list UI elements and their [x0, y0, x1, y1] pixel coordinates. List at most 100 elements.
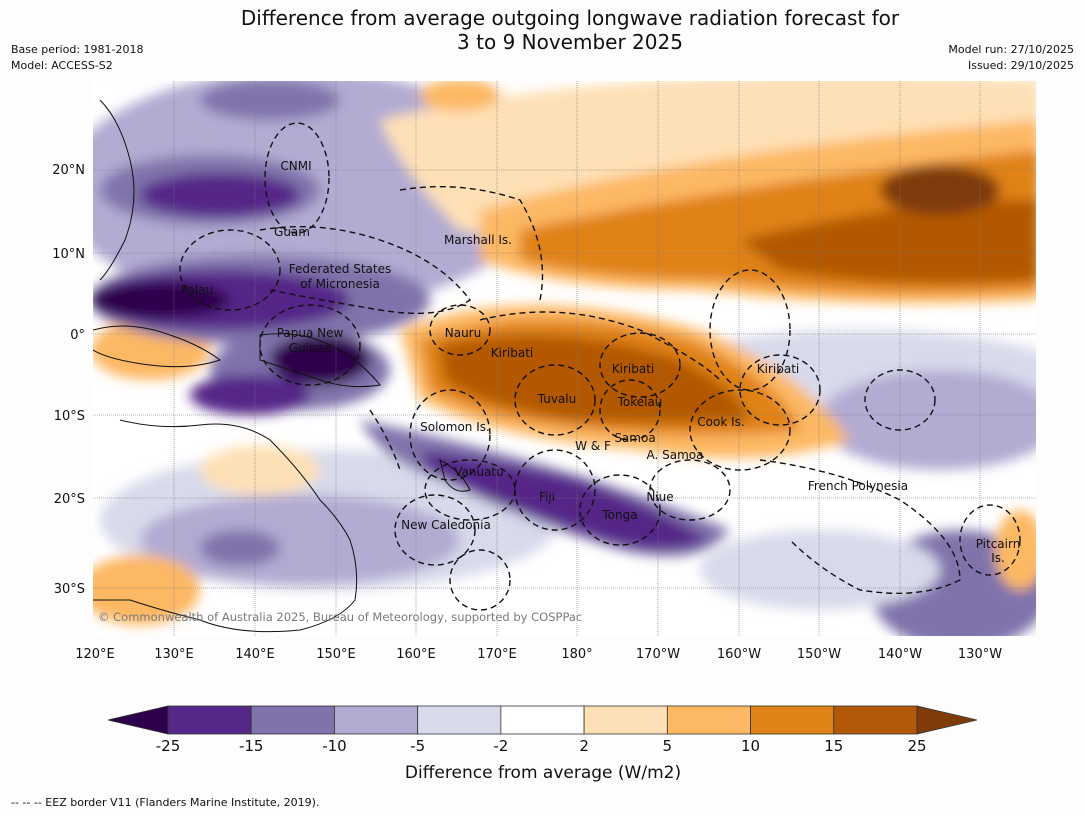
- colorbar-tick-label: 5: [663, 737, 673, 755]
- colorbar-low-extension: [107, 705, 169, 735]
- label-cnmi: CNMI: [280, 159, 311, 173]
- title-line-1: Difference from average outgoing longwav…: [240, 6, 900, 30]
- colorbar-high-extension: [916, 705, 978, 735]
- label-kiribati-east: Kiribati: [757, 362, 799, 376]
- label-fsm-2: of Micronesia: [300, 277, 380, 291]
- colorbar-bins: [167, 705, 918, 735]
- y-tick: 30°S: [54, 582, 85, 597]
- anomaly-patch: [93, 555, 200, 625]
- label-tonga: Tonga: [601, 508, 637, 522]
- label-kiribati-west: Kiribati: [491, 346, 533, 360]
- label-marshall: Marshall Is.: [444, 233, 512, 247]
- meta-left: Base period: 1981-2018 Model: ACCESS-S2: [11, 42, 143, 74]
- issued-date: Issued: 29/10/2025: [967, 59, 1074, 72]
- label-kiribati-central: Kiribati: [612, 362, 654, 376]
- colorbar-tick-label: -5: [410, 737, 425, 755]
- label-fiji: Fiji: [539, 490, 555, 504]
- label-new-caledonia: New Caledonia: [401, 518, 491, 532]
- place-labels: CNMI Guam Marshall Is. Federated States …: [181, 159, 1020, 565]
- x-tick: 140°W: [878, 647, 922, 662]
- label-tuvalu: Tuvalu: [537, 392, 577, 406]
- label-png-1: Papua New: [277, 326, 344, 340]
- x-tick: 150°W: [797, 647, 841, 662]
- colorbar-tick-label: -25: [156, 737, 181, 755]
- label-tokelau: Tokelau: [617, 395, 663, 409]
- colorbar-title: Difference from average (W/m2): [405, 763, 681, 783]
- x-tick: 130°E: [154, 647, 194, 662]
- label-palau: Palau: [181, 283, 213, 297]
- y-axis: 20°N 10°N 0° 10°S 20°S 30°S: [52, 163, 85, 597]
- model-run: Model run: 27/10/2025: [948, 43, 1074, 56]
- colorbar-tick-label: 10: [741, 737, 760, 755]
- label-solomon: Solomon Is.: [420, 420, 490, 434]
- x-tick: 160°W: [717, 647, 761, 662]
- anomaly-patch: [420, 81, 500, 111]
- colorbar-ticks: -25 -15 -10 -5 -2 2 5 10 15 25: [156, 737, 927, 755]
- y-tick: 10°N: [52, 247, 85, 262]
- label-french-polynesia: French Polynesia: [808, 479, 908, 493]
- anomaly-patch: [700, 530, 940, 610]
- x-tick: 140°E: [235, 647, 275, 662]
- colorbar-bin: [334, 705, 419, 735]
- colorbar-tick-label: 25: [907, 737, 926, 755]
- x-tick: 150°E: [316, 647, 356, 662]
- copyright-notice: © Commonwealth of Australia 2025, Bureau…: [98, 610, 582, 624]
- colorbar-tick-label: 15: [824, 737, 843, 755]
- colorbar-bin: [583, 705, 668, 735]
- colorbar-bin: [500, 705, 585, 735]
- label-guam: Guam: [274, 225, 310, 239]
- x-axis: 120°E 130°E 140°E 150°E 160°E 170°E 180°…: [75, 647, 1002, 662]
- x-tick: 170°E: [477, 647, 517, 662]
- colorbar-bin: [250, 705, 335, 735]
- anomaly-patch: [820, 370, 1036, 470]
- anomaly-patch: [140, 173, 300, 217]
- anomaly-patch: [200, 530, 280, 566]
- label-niue: Niue: [646, 490, 673, 504]
- eez-footnote: -- -- -- EEZ border V11 (Flanders Marine…: [11, 796, 320, 809]
- colorbar-bin: [833, 705, 918, 735]
- anomaly-patch: [440, 335, 750, 423]
- colorbar-tick-label: -15: [239, 737, 264, 755]
- x-tick: 170°W: [636, 647, 680, 662]
- base-period: Base period: 1981-2018: [11, 43, 144, 56]
- x-tick: 180°: [561, 647, 592, 662]
- graticule: [93, 81, 1036, 636]
- y-tick: 20°S: [54, 492, 85, 507]
- colorbar-bin: [417, 705, 502, 735]
- label-cook: Cook Is.: [697, 415, 744, 429]
- x-tick: 120°E: [75, 647, 115, 662]
- anomaly-patch: [270, 335, 370, 385]
- anomaly-patch: [190, 375, 310, 415]
- label-wallis-futuna: W & F: [575, 439, 611, 453]
- colorbar-bin: [167, 705, 252, 735]
- model-name: Model: ACCESS-S2: [11, 59, 113, 72]
- y-tick: 0°: [70, 328, 85, 343]
- colorbar-tick-label: -2: [493, 737, 508, 755]
- anomaly-patch: [200, 445, 320, 495]
- anomaly-patch: [740, 200, 1036, 284]
- colorbar-bin: [750, 705, 835, 735]
- title-line-2: 3 to 9 November 2025: [457, 30, 683, 54]
- label-samoa: Samoa: [614, 431, 655, 445]
- eez-borders: [179, 122, 1021, 611]
- colorbar: -25 -15 -10 -5 -2 2 5 10 15 25 Difference from av…: [107, 705, 978, 783]
- map-area: CNMI Guam Marshall Is. Federated States …: [93, 81, 1036, 636]
- label-nauru: Nauru: [445, 326, 481, 340]
- label-fsm-1: Federated States: [289, 262, 391, 276]
- anomaly-patch: [420, 450, 710, 549]
- label-vanuatu: Vanuatu: [454, 465, 504, 479]
- anomaly-patch: [200, 81, 340, 120]
- label-american-samoa: A. Samoa: [647, 448, 704, 462]
- x-tick: 160°E: [396, 647, 436, 662]
- coastlines: [93, 99, 471, 633]
- y-tick: 10°S: [54, 409, 85, 424]
- colorbar-bin: [666, 705, 751, 735]
- label-png-2: Guinea: [289, 341, 332, 355]
- anomaly-patch: [880, 165, 1000, 215]
- label-pitcairn-1: Pitcairn: [976, 537, 1021, 551]
- y-tick: 20°N: [52, 163, 85, 178]
- x-tick: 130°W: [958, 647, 1002, 662]
- anomaly-patch: [93, 282, 230, 318]
- colorbar-tick-label: 2: [579, 737, 589, 755]
